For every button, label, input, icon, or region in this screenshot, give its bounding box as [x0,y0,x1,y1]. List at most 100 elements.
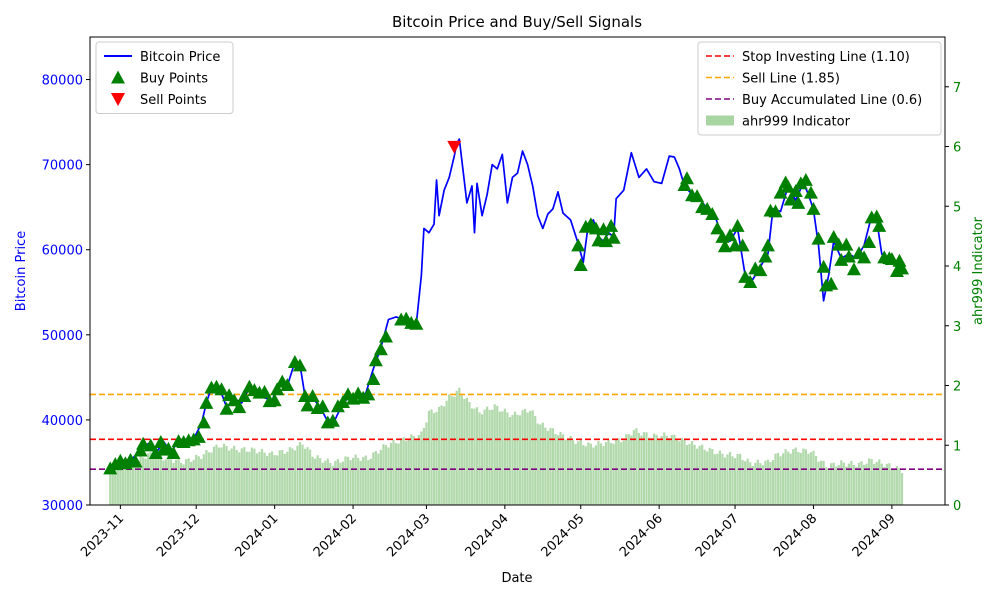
ahr999-bar [536,423,539,505]
ahr999-bar [508,417,512,505]
ahr999-bar [711,448,714,505]
ahr999-bar [427,410,431,505]
ahr999-bar [162,460,165,505]
ahr999-bar [397,443,400,505]
ahr999-bar [357,458,360,505]
ahr999-bar [179,462,183,505]
ahr999-bar [142,457,145,505]
ahr999-bar [144,458,147,505]
ahr999-bar [693,444,696,505]
ahr999-bar [885,463,888,505]
ahr999-bar [131,461,135,505]
legend-swatch-buy [111,70,125,84]
ahr999-bar [708,447,711,505]
buy-point [788,184,803,197]
ahr999-bar [673,434,676,505]
buy-point [894,261,909,275]
buy-point [768,204,783,218]
ahr999-bar [367,460,370,505]
buy-point [148,446,163,460]
ahr999-bar [498,411,501,505]
ahr999-bar [443,406,446,505]
ahr999-bar [670,434,673,505]
ahr999-bar [733,458,737,505]
ahr999-bar [802,448,805,505]
ahr999-bar [556,435,560,505]
ahr999-bar [243,447,246,505]
ahr999-bar [311,456,314,505]
ahr999-bar [554,434,557,505]
ahr999-bar [190,461,193,505]
ahr999-bar [308,449,312,505]
ahr999-bar [377,453,380,505]
buy-point [791,195,806,209]
ahr999-bar [799,452,802,505]
ahr999-bar [324,460,327,505]
ahr999-bar [468,401,471,505]
ahr999-bar [432,413,436,505]
ahr999-bar [574,444,577,505]
buy-point [270,382,285,396]
ahr999-bar [774,453,777,505]
legend-left: Bitcoin Price Buy Points Sell Points [95,41,234,114]
ahr999-bar [339,462,342,505]
ahr999-bar [136,460,140,505]
ahr999-bar [387,447,390,505]
ahr999-bar [812,450,815,505]
ahr999-bar [579,440,582,505]
plot-frame [89,36,946,506]
ahr999-bar [582,445,585,505]
buy-point [869,209,884,223]
ahr999-bar [440,405,443,505]
ahr999-bar [893,469,896,505]
ahr999-bar [754,462,757,505]
ahr999-bar [546,430,549,505]
x-axis-label: Date [501,571,532,586]
ahr999-bar [622,440,625,505]
ahr999-bar [407,439,410,505]
ahr999-bar [698,445,701,505]
ahr999-bar [448,394,451,505]
ahr999-bar [164,459,167,505]
ahr999-bar [683,439,686,505]
legend-label: Buy Accumulated Line (0.6) [742,93,922,108]
ahr999-bar [217,447,221,505]
y-tick-label-right: 6 [953,141,961,156]
ahr999-bar [680,437,684,505]
ahr999-bar [832,462,835,505]
buy-point [191,429,206,443]
ahr999-bar [359,460,362,505]
ahr999-bar [379,449,382,505]
ahr999-bar [878,459,881,505]
ahr999-bar [890,468,893,505]
ahr999-bar [539,424,542,505]
ahr999-bar [382,444,385,505]
ahr999-bar [263,452,266,505]
ahr999-bar [653,433,656,505]
buy-point [872,218,887,232]
ahr999-bar [551,428,555,505]
buy-point [373,342,388,356]
ahr999-bar [210,452,213,505]
ahr999-bar [594,445,598,505]
ahr999-bar [483,409,486,505]
ahr999-bar [789,453,792,505]
ahr999-bar [675,440,678,505]
ahr999-bar [288,447,291,505]
ahr999-bar [303,448,307,505]
ahr999-bar [620,442,623,505]
ahr999-bar [736,454,739,505]
ahr999-bar [627,434,630,505]
ahr999-bar [260,448,264,505]
ahr999-bar [369,458,372,505]
y-tick-label-right: 5 [953,200,961,215]
ahr999-bar [405,441,408,505]
ahr999-bar [116,469,119,505]
buy-point [717,239,732,253]
ahr999-bar [192,459,195,505]
y-axis-label-right: ahr999 Indicator [971,216,986,325]
buy-point [826,229,841,243]
ahr999-bar [147,453,150,505]
ahr999-bar [751,465,754,505]
ahr999-bar [814,455,818,505]
